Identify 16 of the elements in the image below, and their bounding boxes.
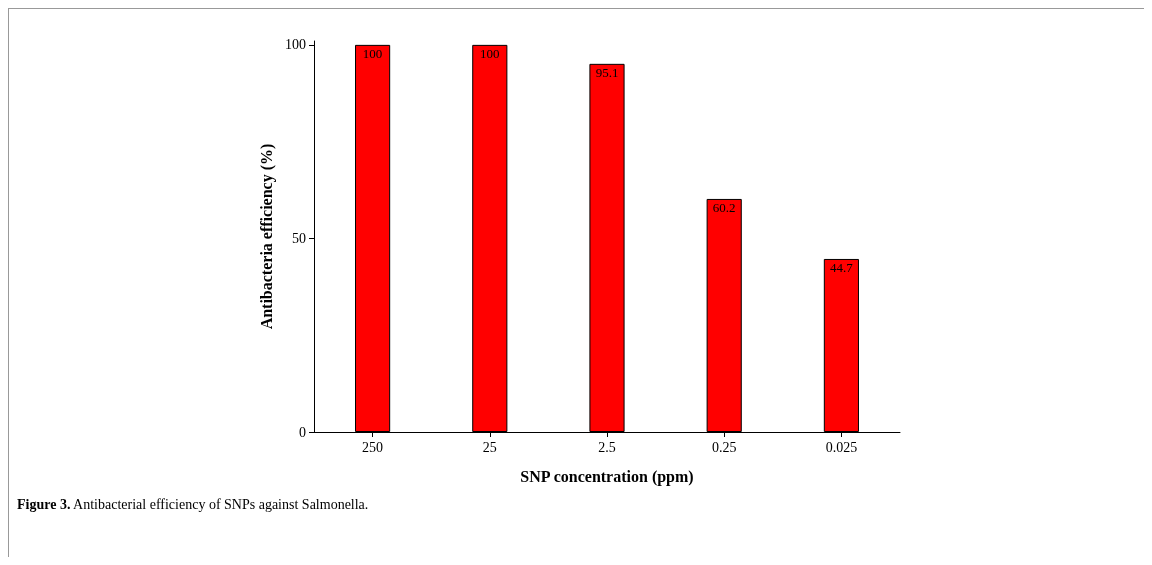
x-tick-label: 0.025 <box>825 439 858 455</box>
x-tick-label: 2.5 <box>598 439 616 455</box>
caption: Figure 3. Antibacterial efficiency of SNPs against Salmonella. <box>17 496 369 512</box>
x-tick-label: 250 <box>362 439 384 455</box>
data-label: 100 <box>480 45 500 61</box>
data-label: 44.7 <box>830 259 854 275</box>
y-axis-title: Antibacteria efficiency (%) <box>257 143 276 330</box>
data-label: 100 <box>362 45 383 61</box>
x-tick-label: 25 <box>482 439 497 455</box>
x-axis-title: SNP concentration (ppm) <box>520 467 694 486</box>
data-label: 60.2 <box>712 199 736 215</box>
data-label: 95.1 <box>595 64 619 80</box>
y-tick-label: 0 <box>299 424 306 440</box>
x-tick-label: 0.25 <box>711 439 737 455</box>
y-tick-label: 50 <box>292 230 306 246</box>
y-tick-label: 100 <box>285 37 306 53</box>
